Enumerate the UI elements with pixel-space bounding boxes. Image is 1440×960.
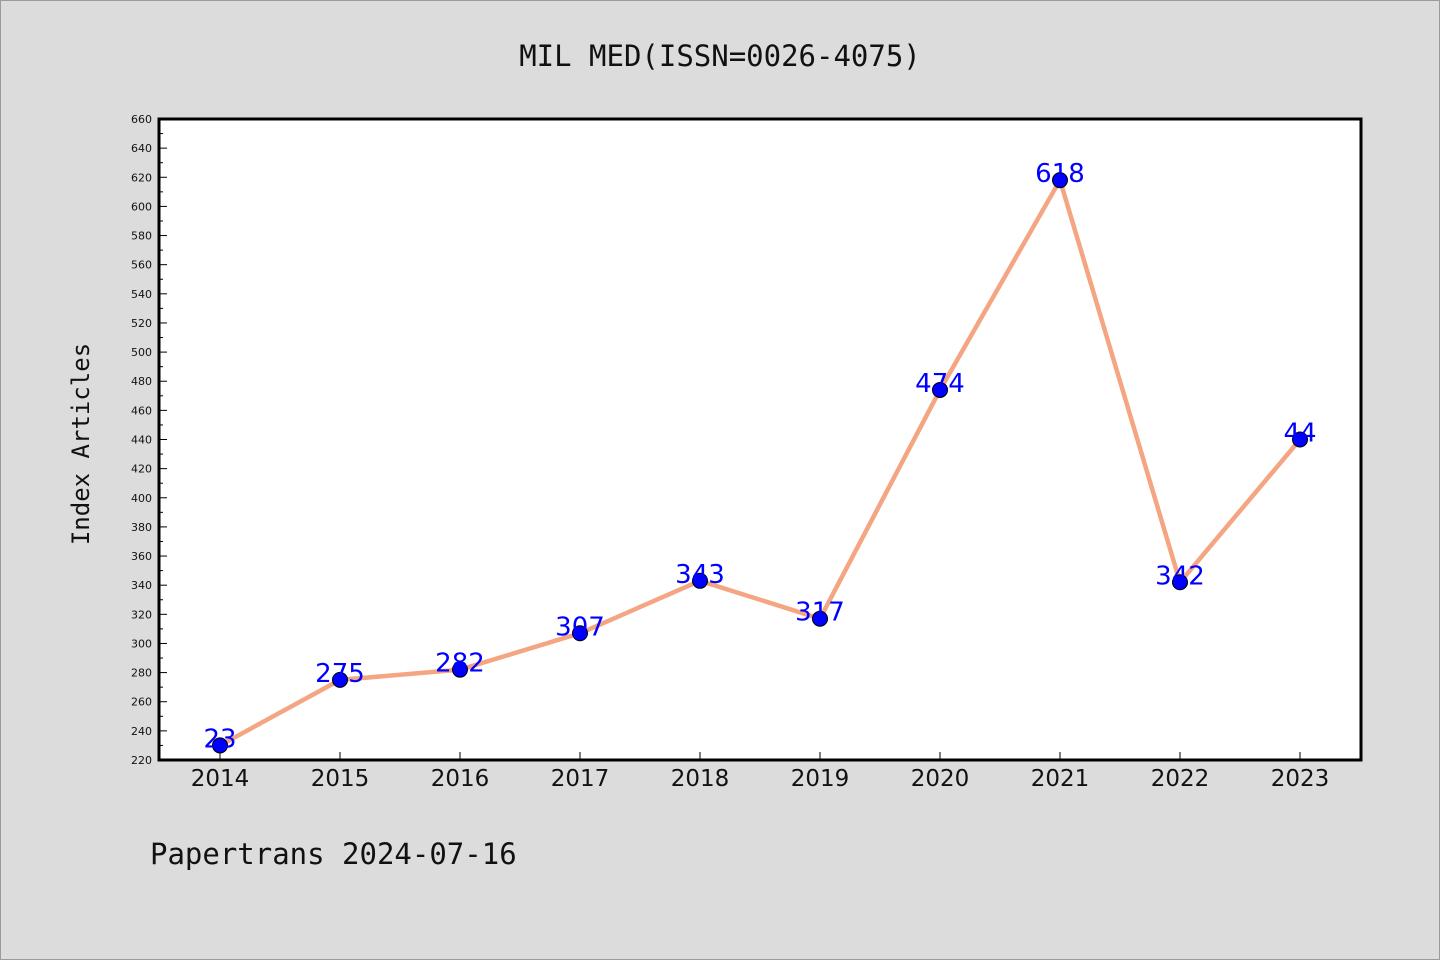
y-tick-label: 340 <box>131 579 152 592</box>
data-label: 317 <box>795 598 845 628</box>
data-label: 342 <box>1155 561 1205 591</box>
data-point <box>932 381 948 398</box>
y-tick-label: 600 <box>131 200 152 213</box>
data-label: 307 <box>555 612 605 642</box>
y-tick-label: 500 <box>131 346 152 359</box>
data-point <box>1052 172 1068 189</box>
y-tick-label: 580 <box>131 230 152 243</box>
data-label: 275 <box>315 659 365 689</box>
y-tick-label: 560 <box>131 259 152 272</box>
plot-area <box>157 117 1363 762</box>
y-tick-label: 520 <box>131 317 152 330</box>
x-tick-label: 2022 <box>1151 766 1210 792</box>
y-tick-label: 260 <box>131 696 152 709</box>
data-point <box>1292 431 1308 448</box>
data-label: 343 <box>675 560 725 590</box>
data-point <box>1172 574 1188 591</box>
y-tick-label: 300 <box>131 637 152 650</box>
data-point <box>212 737 228 754</box>
y-axis: 220 240 260 280 300 320 340 360 380 400 420 440 460 4… <box>131 113 167 767</box>
y-tick-label: 620 <box>131 171 152 184</box>
x-tick-label: 2023 <box>1271 766 1330 792</box>
data-label: 618 <box>1035 159 1085 189</box>
y-tick-label: 460 <box>131 404 152 417</box>
x-tick-label: 2019 <box>791 766 850 792</box>
x-tick-label: 2018 <box>671 766 730 792</box>
y-tick-label: 440 <box>131 434 152 447</box>
y-tick-label: 420 <box>131 463 152 476</box>
y-tick-label: 480 <box>131 375 152 388</box>
x-tick-label: 2020 <box>911 766 970 792</box>
x-axis: 2014 2015 2016 2017 2018 2019 2020 2021 2022 2023 <box>191 752 1330 792</box>
y-tick-label: 360 <box>131 550 152 563</box>
series-line-group: 23 275 282 307 343 317 474 618 342 44 <box>203 159 1316 754</box>
y-tick-label: 280 <box>131 667 152 680</box>
data-label: 44 <box>1283 419 1316 449</box>
data-point <box>452 661 468 678</box>
x-tick-label: 2015 <box>311 766 370 792</box>
series-line <box>218 177 1302 748</box>
x-tick-label: 2014 <box>191 766 250 792</box>
y-tick-label: 240 <box>131 725 152 738</box>
data-point <box>332 671 348 688</box>
y-tick-label: 640 <box>131 142 152 155</box>
chart-title: MIL MED(ISSN=0026-4075) <box>519 39 921 73</box>
y-tick-label: 320 <box>131 608 152 621</box>
data-label: 23 <box>203 724 236 754</box>
x-tick-label: 2016 <box>431 766 490 792</box>
x-tick-label: 2021 <box>1031 766 1090 792</box>
data-label: 474 <box>915 369 965 399</box>
y-axis-label: Index Articles <box>67 343 95 545</box>
data-point <box>692 572 708 589</box>
data-point <box>812 610 828 627</box>
y-tick-label: 220 <box>131 754 152 767</box>
data-label: 282 <box>435 649 485 679</box>
y-tick-label: 380 <box>131 521 152 534</box>
data-point <box>572 625 588 642</box>
footer-credit: Papertrans 2024-07-16 <box>150 837 517 871</box>
y-tick-label: 540 <box>131 288 152 301</box>
x-tick-label: 2017 <box>551 766 610 792</box>
y-tick-label: 400 <box>131 492 152 505</box>
y-tick-label: 660 <box>131 113 152 126</box>
